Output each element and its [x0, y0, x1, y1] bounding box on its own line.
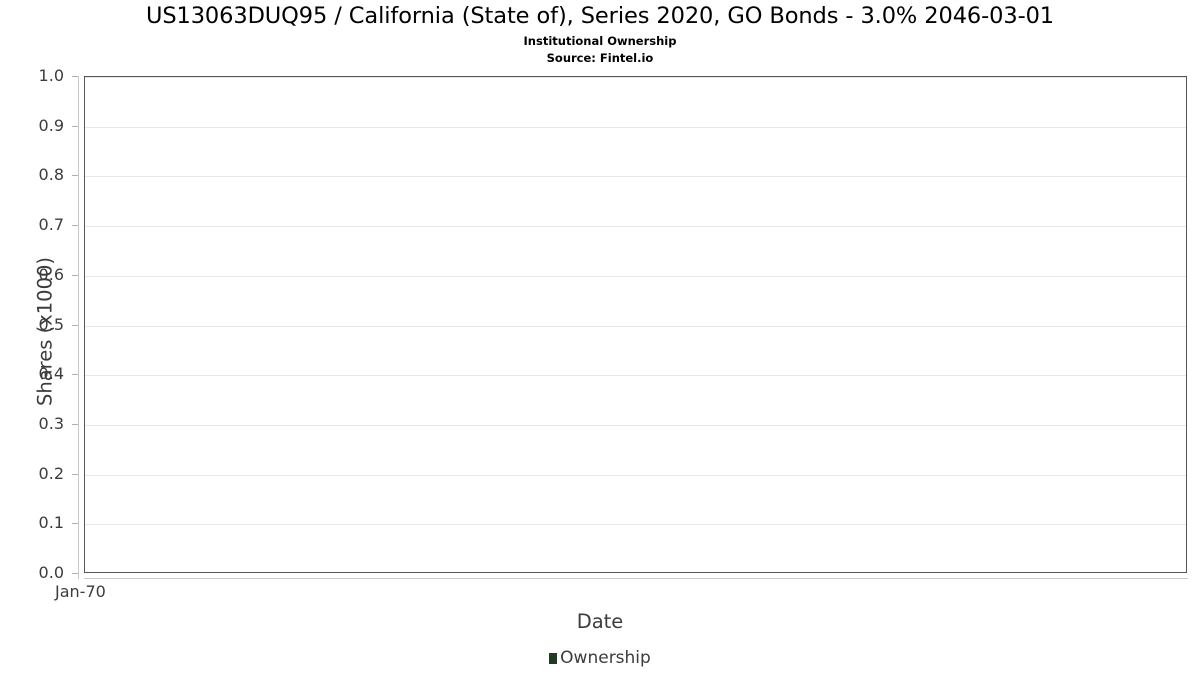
chart-source-attribution: Source: Fintel.io	[546, 51, 654, 65]
y-axis-line	[78, 76, 79, 575]
x-axis-line-cap	[78, 573, 79, 579]
y-axis-tick-label: 0.0	[38, 563, 64, 582]
y-axis-tick-mark	[72, 424, 78, 425]
gridline	[85, 375, 1186, 377]
y-axis-tick-label: 1.0	[38, 66, 64, 85]
y-axis-tick-mark	[72, 126, 78, 127]
x-axis-line	[84, 578, 1188, 579]
gridline	[85, 226, 1186, 228]
gridline	[85, 474, 1186, 476]
gridline	[85, 77, 1186, 78]
y-axis-tick-label: 0.4	[38, 364, 64, 384]
y-axis-tick-label: 0.2	[38, 463, 64, 483]
y-axis-tick-label: 0.9	[38, 115, 64, 135]
gridline	[85, 126, 1186, 128]
gridline	[85, 524, 1186, 526]
y-axis-tick-label: 0.5	[38, 314, 64, 334]
y-axis-tick-mark	[72, 573, 78, 574]
gridline	[85, 275, 1186, 277]
plot-area	[84, 76, 1187, 573]
y-axis-tick-mark	[72, 76, 78, 77]
y-axis-tick-mark	[72, 523, 78, 524]
y-axis-tick-label: 0.8	[38, 165, 64, 185]
gridline	[85, 176, 1186, 178]
y-axis-title: Shares (x1000)	[33, 257, 57, 407]
gridline	[85, 424, 1186, 426]
y-axis-tick-label: 0.3	[38, 413, 64, 433]
y-axis-tick-mark	[72, 175, 78, 176]
y-axis-tick-mark	[72, 374, 78, 375]
legend-swatch-icon	[549, 652, 558, 664]
chart-subtitle: Institutional Ownership	[523, 34, 677, 48]
x-axis-tick-label: Jan-70	[55, 582, 106, 601]
chart-legend: Ownership	[0, 648, 1200, 668]
y-axis-tick-mark	[72, 225, 78, 226]
legend-item-label: Ownership	[560, 648, 651, 668]
y-axis-tick-mark	[72, 325, 78, 326]
y-axis-tick-mark	[72, 275, 78, 276]
y-axis-tick-mark	[72, 474, 78, 475]
gridline	[85, 325, 1186, 327]
y-axis-tick-label: 0.1	[38, 513, 64, 533]
x-axis-title: Date	[576, 610, 624, 633]
legend-item-ownership[interactable]: Ownership	[549, 648, 651, 668]
y-axis-tick-label: 0.7	[38, 215, 64, 235]
chart-title: US13063DUQ95 / California (State of), Se…	[145, 3, 1055, 29]
y-axis-tick-label: 0.6	[38, 264, 64, 284]
